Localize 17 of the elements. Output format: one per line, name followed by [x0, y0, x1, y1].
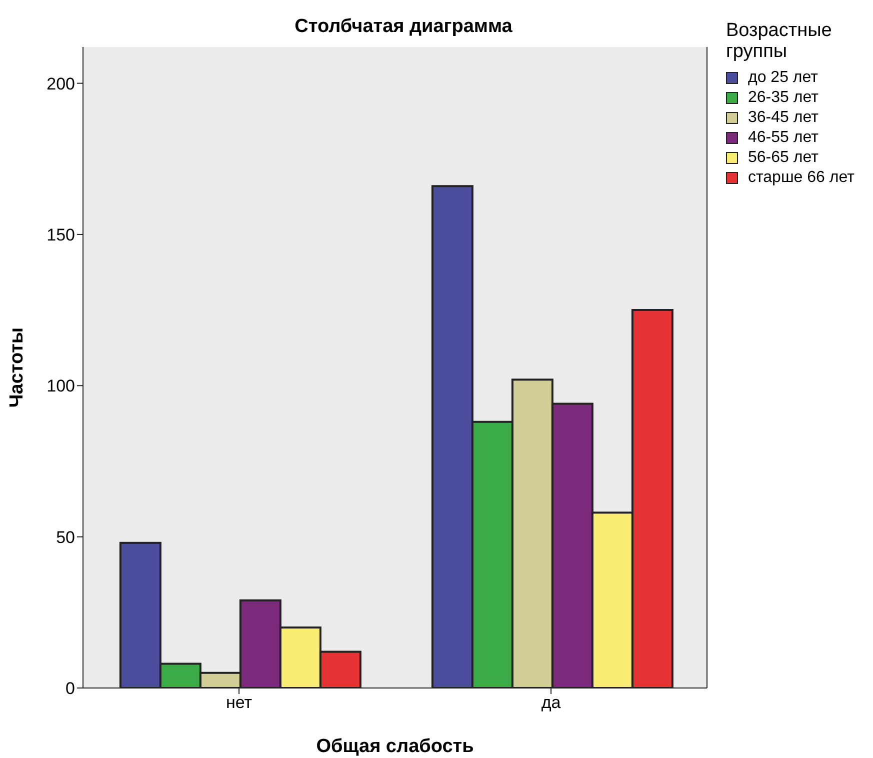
y-tick-label: 100	[46, 376, 75, 396]
legend-label: 46-55 лет	[748, 129, 818, 147]
legend-label: до 25 лет	[748, 69, 818, 87]
x-tick-label: нет	[226, 693, 252, 712]
legend-label: 26-35 лет	[748, 89, 818, 107]
chart-title: Столбчатая диаграмма	[294, 16, 514, 38]
y-tick-label: 150	[46, 225, 75, 244]
legend-label: старше 66 лет	[748, 169, 854, 187]
y-tick-label: 50	[56, 528, 75, 547]
x-axis-title: Общая слабость	[316, 736, 474, 757]
x-tick-label: да	[541, 693, 562, 712]
legend-title: Возрастные группы	[726, 20, 833, 62]
y-tick-label: 200	[46, 74, 75, 94]
legend-label: 56-65 лет	[748, 149, 818, 167]
y-axis-title: Частоты	[6, 327, 28, 408]
y-tick-label: 0	[66, 679, 75, 698]
legend-label: 36-45 лет	[748, 109, 818, 127]
